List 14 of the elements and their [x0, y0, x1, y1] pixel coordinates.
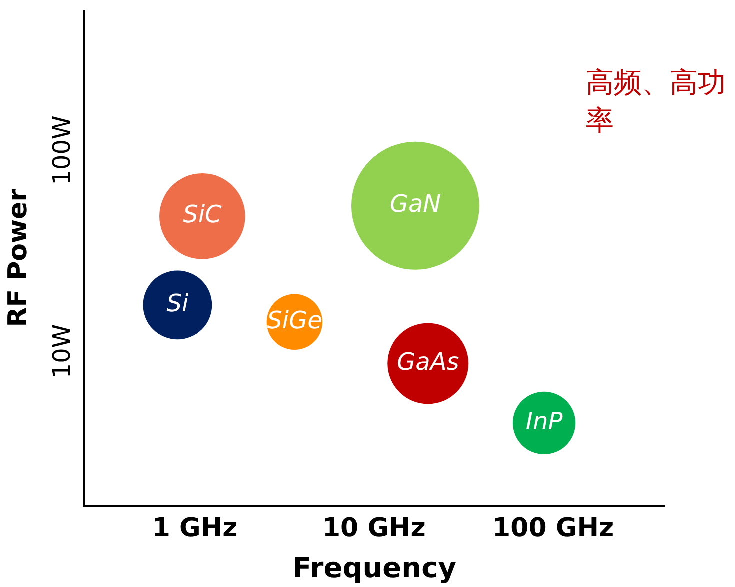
series-label: SiGe	[267, 306, 322, 334]
series-label: InP	[526, 407, 564, 436]
x-tick-label: 100 GHz	[492, 514, 614, 544]
series-label: SiC	[183, 200, 222, 229]
x-tick-label: 10 GHz	[322, 514, 426, 544]
x-axis-title: Frequency	[292, 551, 456, 584]
series-label: GaAs	[397, 348, 460, 376]
series-label: Si	[166, 289, 189, 318]
x-tick-label: 1 GHz	[152, 514, 238, 544]
y-axis-title: RF Power	[3, 188, 34, 328]
y-tick-label: 10W	[48, 324, 76, 379]
y-tick-label: 100W	[48, 116, 76, 186]
annotation: 高频、高功率	[586, 65, 727, 139]
series-label: GaN	[390, 190, 442, 218]
